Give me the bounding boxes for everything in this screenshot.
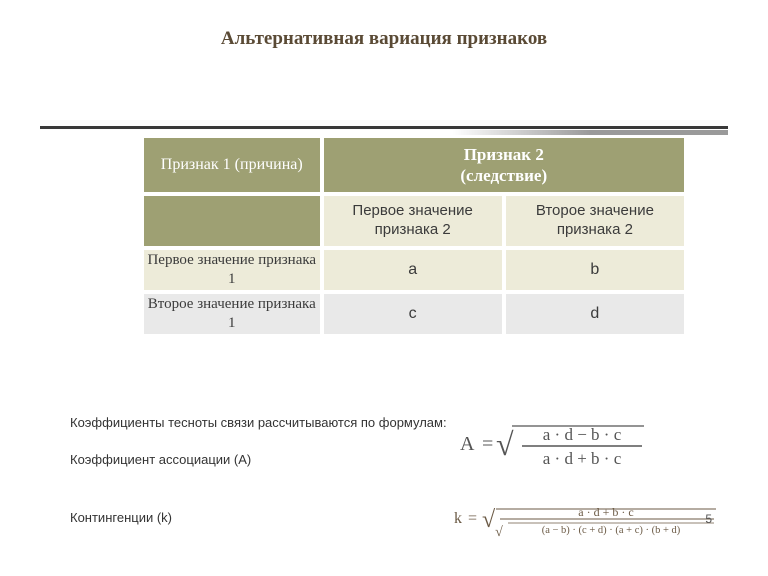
rowlabel-cause-1: Первое значение признака 1 (144, 250, 320, 290)
table-row: Первое значение признака 2 Второе значен… (144, 196, 684, 246)
cell-c: c (324, 294, 502, 334)
caption-intro: Коэффициенты тесноты связи рассчитываютс… (70, 415, 447, 430)
page-number: 5 (705, 512, 712, 526)
svg-text:k: k (454, 510, 462, 527)
table-row: Первое значение признака 1 a b (144, 250, 684, 290)
table-row: Признак 1 (причина) Признак 2 (следствие… (144, 138, 684, 192)
cell-d: d (506, 294, 684, 334)
cell-b: b (506, 250, 684, 290)
caption-cont: Контингенции (k) (70, 510, 172, 525)
svg-text:√: √ (495, 525, 503, 540)
formula-k-numerator: a · d + b · c (578, 505, 633, 519)
header-empty (144, 196, 320, 246)
header-cause: Признак 1 (причина) (144, 138, 320, 192)
divider (40, 126, 728, 134)
cell-a: a (324, 250, 502, 290)
table-row: Второе значение признака 1 c d (144, 294, 684, 334)
svg-text:=: = (482, 433, 493, 455)
formula-a-denominator: a · d + b · c (543, 449, 622, 468)
formula-k-denominator: (a − b) · (c + d) · (a + c) · (b + d) (542, 525, 681, 536)
formula-association: A = √ a · d − b · c a · d + b · c (460, 414, 660, 474)
svg-text:A: A (460, 433, 475, 455)
formula-contingency: k = √ a · d + b · c √ (a − b) · (c + d) … (454, 495, 724, 543)
svg-text:√: √ (496, 426, 514, 462)
svg-text:=: = (468, 510, 477, 527)
svg-text:√: √ (482, 507, 496, 533)
rowlabel-cause-2: Второе значение признака 1 (144, 294, 320, 334)
contingency-table: Признак 1 (причина) Признак 2 (следствие… (140, 134, 688, 338)
subheader-effect-2: Второе значение признака 2 (506, 196, 684, 246)
header-effect: Признак 2 (следствие) (324, 138, 684, 192)
page-title: Альтернативная вариация признаков (0, 28, 768, 50)
formula-a-numerator: a · d − b · c (543, 425, 622, 444)
caption-assoc: Коэффициент ассоциации (А) (70, 452, 251, 467)
subheader-effect-1: Первое значение признака 2 (324, 196, 502, 246)
